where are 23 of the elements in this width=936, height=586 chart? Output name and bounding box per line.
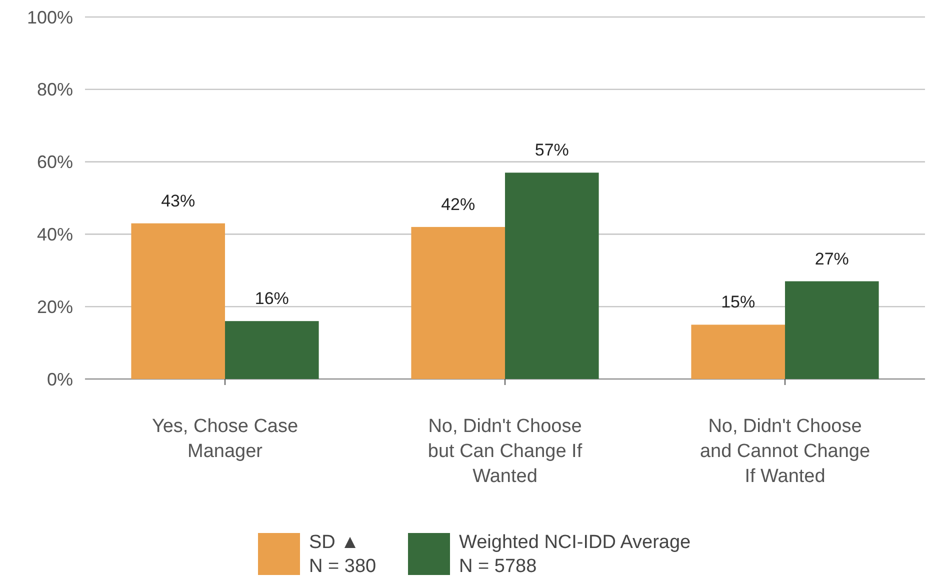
bar [131, 223, 225, 379]
bar [505, 172, 599, 379]
y-tick-label: 20% [36, 296, 73, 317]
y-tick-label: 40% [36, 224, 73, 244]
x-tick-label: Yes, Chose Case Manager [152, 416, 298, 462]
y-tick-label: 0% [46, 369, 73, 390]
legend-label: Weighted NCI-IDD Average N = 5788 [459, 532, 691, 577]
data-label: 27% [814, 249, 849, 268]
bar [785, 281, 879, 379]
bar [225, 321, 319, 379]
y-tick-label: 100% [26, 7, 73, 28]
data-label: 43% [161, 191, 196, 210]
y-tick-label: 80% [36, 80, 73, 100]
bar [691, 324, 785, 379]
legend-label: SD ▲ N = 380 [309, 532, 376, 577]
data-label: 16% [254, 289, 289, 308]
data-label: 15% [721, 292, 756, 312]
x-tick-label: No, Didn't Choose and Cannot Change If Wanted [700, 416, 870, 487]
data-label: 57% [534, 140, 569, 160]
bar [411, 226, 505, 379]
y-tick-label: 60% [36, 152, 73, 172]
data-label: 42% [441, 194, 476, 214]
x-tick-label: No, Didn't Choose but Can Change If Wanted [428, 416, 583, 487]
